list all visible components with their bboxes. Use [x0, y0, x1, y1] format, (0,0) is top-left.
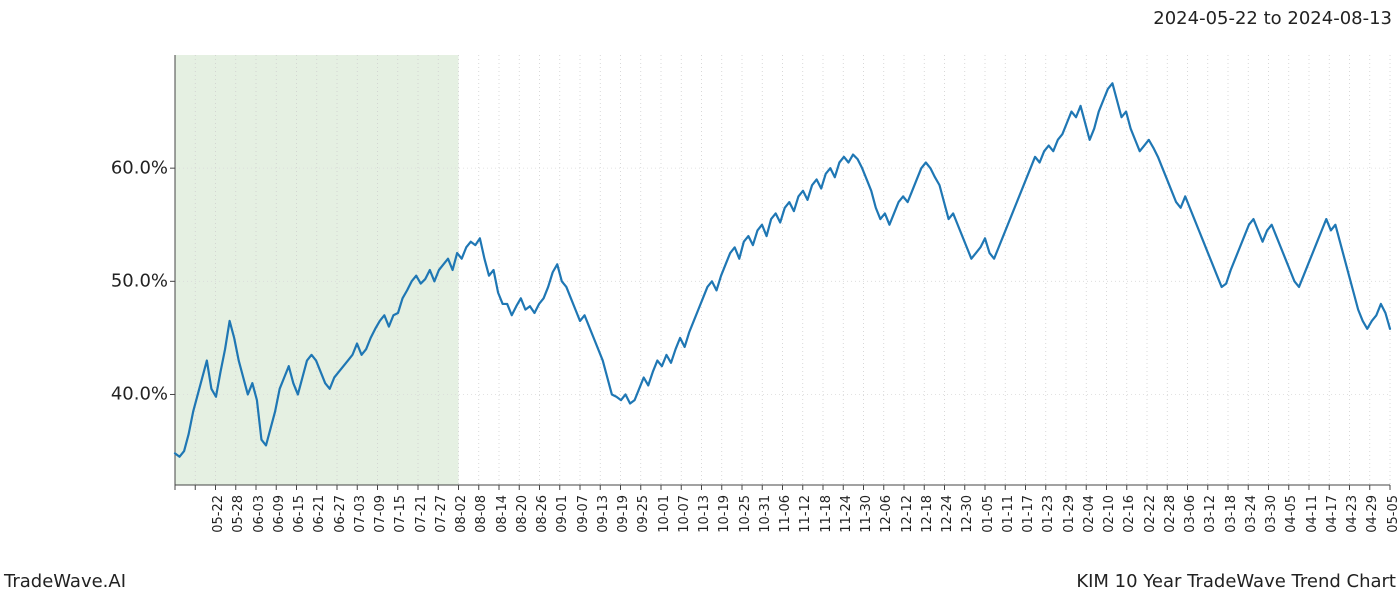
- footer-chart-title: KIM 10 Year TradeWave Trend Chart: [1076, 571, 1396, 592]
- xtick-label: 03-18: [1223, 495, 1238, 533]
- xtick-label: 05-05: [1385, 495, 1400, 533]
- xtick-label: 02-04: [1082, 495, 1097, 533]
- chart-svg: [175, 55, 1390, 485]
- xtick-label: 07-21: [413, 495, 428, 533]
- xtick-label: 01-11: [1001, 495, 1016, 533]
- xtick-label: 06-27: [332, 495, 347, 533]
- xtick-label: 05-22: [211, 495, 226, 533]
- xtick-label: 04-05: [1284, 495, 1299, 533]
- xtick-label: 12-12: [899, 495, 914, 533]
- xtick-label: 03-12: [1203, 495, 1218, 533]
- xtick-label: 09-19: [616, 495, 631, 533]
- xtick-label: 04-17: [1325, 495, 1340, 533]
- xtick-label: 01-05: [980, 495, 995, 533]
- xtick-label: 06-21: [312, 495, 327, 533]
- xtick-label: 09-25: [636, 495, 651, 533]
- xtick-label: 06-03: [251, 495, 266, 533]
- xtick-label: 02-28: [1163, 495, 1178, 533]
- xtick-label: 01-17: [1021, 495, 1036, 533]
- xtick-label: 08-02: [454, 495, 469, 533]
- ytick-label: 40.0%: [78, 384, 168, 405]
- xtick-label: 02-22: [1142, 495, 1157, 533]
- xtick-label: 05-28: [231, 495, 246, 533]
- xtick-label: 12-06: [879, 495, 894, 533]
- xtick-label: 10-07: [677, 495, 692, 533]
- ytick-label: 60.0%: [78, 158, 168, 179]
- xtick-label: 08-08: [474, 495, 489, 533]
- xtick-label: 10-01: [656, 495, 671, 533]
- xtick-label: 10-19: [717, 495, 732, 533]
- date-range-label: 2024-05-22 to 2024-08-13: [1153, 8, 1392, 29]
- xtick-label: 04-23: [1345, 495, 1360, 533]
- xtick-label: 11-12: [798, 495, 813, 533]
- xtick-label: 07-27: [434, 495, 449, 533]
- chart-container: 2024-05-22 to 2024-08-13 40.0% 50.0% 60.0%…: [0, 0, 1400, 600]
- xtick-label: 07-09: [373, 495, 388, 533]
- xtick-label: 02-16: [1122, 495, 1137, 533]
- xtick-label: 11-30: [859, 495, 874, 533]
- xtick-label: 01-23: [1041, 495, 1056, 533]
- xtick-label: 07-15: [393, 495, 408, 533]
- xtick-label: 02-10: [1102, 495, 1117, 533]
- xtick-label: 12-18: [920, 495, 935, 533]
- xtick-label: 09-13: [596, 495, 611, 533]
- xtick-label: 07-03: [353, 495, 368, 533]
- xtick-label: 09-07: [575, 495, 590, 533]
- xtick-label: 10-13: [697, 495, 712, 533]
- xtick-label: 10-31: [758, 495, 773, 533]
- ytick-label: 50.0%: [78, 271, 168, 292]
- xtick-label: 01-29: [1061, 495, 1076, 533]
- xtick-label: 12-30: [960, 495, 975, 533]
- xtick-label: 04-11: [1304, 495, 1319, 533]
- xtick-label: 06-09: [272, 495, 287, 533]
- plot-area: [175, 55, 1390, 485]
- xtick-label: 10-25: [737, 495, 752, 533]
- xtick-label: 08-20: [515, 495, 530, 533]
- xtick-label: 08-14: [494, 495, 509, 533]
- xtick-label: 11-24: [839, 495, 854, 533]
- xtick-label: 12-24: [940, 495, 955, 533]
- xtick-label: 03-24: [1244, 495, 1259, 533]
- footer-brand: TradeWave.AI: [4, 571, 126, 592]
- xtick-label: 08-26: [535, 495, 550, 533]
- xtick-label: 03-30: [1264, 495, 1279, 533]
- xtick-label: 04-29: [1365, 495, 1380, 533]
- xtick-label: 06-15: [292, 495, 307, 533]
- xtick-label: 03-06: [1183, 495, 1198, 533]
- xtick-label: 09-01: [555, 495, 570, 533]
- xtick-label: 11-06: [778, 495, 793, 533]
- xtick-label: 11-18: [818, 495, 833, 533]
